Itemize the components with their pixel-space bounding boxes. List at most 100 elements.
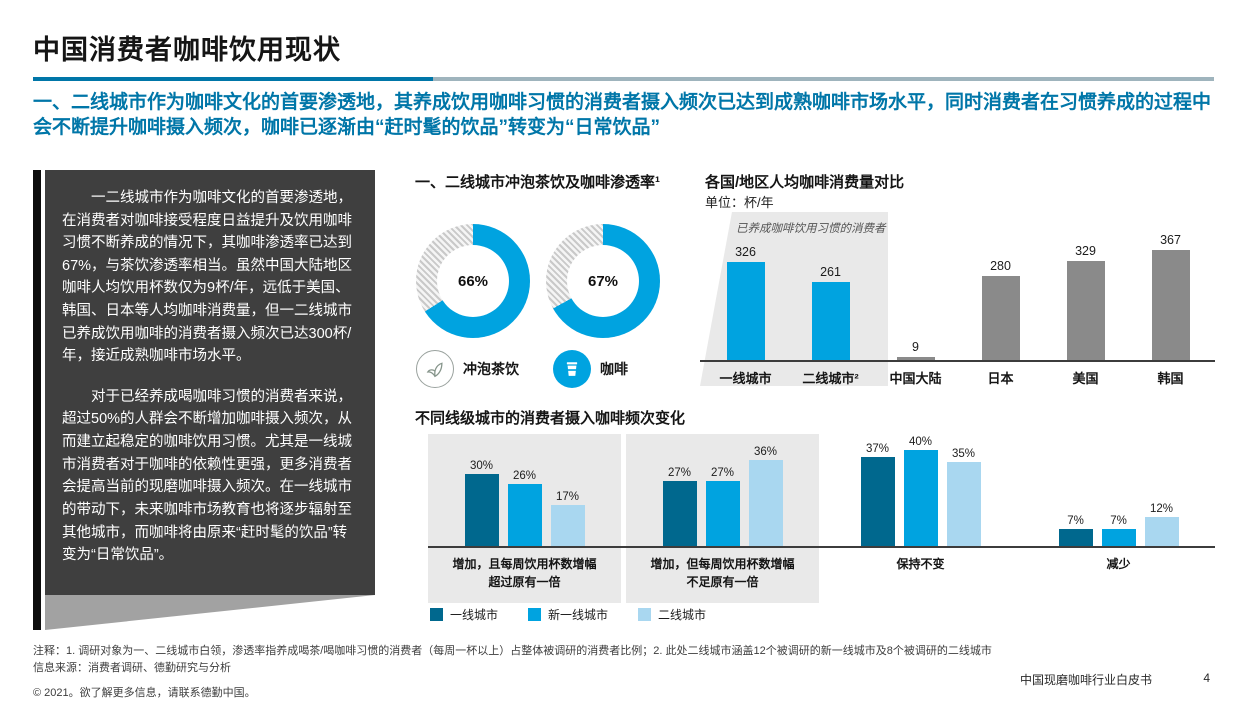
tea-donut-chart: 66% bbox=[416, 224, 530, 338]
bar bbox=[705, 481, 740, 546]
bar-column: 36% bbox=[748, 445, 783, 546]
freq-group: 7% 7% 12% 减少 bbox=[1022, 434, 1215, 603]
legend-swatch bbox=[638, 608, 652, 621]
bar-column: 26% bbox=[507, 469, 542, 546]
donut-chart-title: 一、二线城市冲泡茶饮及咖啡渗透率¹ bbox=[415, 174, 660, 191]
group-label: 增加，且每周饮用杯数增幅超过原有一倍 bbox=[452, 557, 597, 589]
bar bbox=[464, 474, 499, 546]
freq-group-bars: 37% 40% 35% bbox=[824, 434, 1017, 546]
bar-value-label: 27% bbox=[667, 467, 692, 480]
footnote-source: 信息来源：消费者调研、德勤研究与分析 bbox=[33, 661, 231, 674]
footnotes: 注释：1. 调研对象为一、二线城市白领，渗透率指养成喝茶/喝咖啡习惯的消费者（每… bbox=[33, 643, 1215, 676]
summary-paragraph: 一二线城市作为咖啡文化的首要渗透地，在消费者对咖啡接受程度日益提升及饮用咖啡习惯… bbox=[62, 190, 353, 365]
coffee-cup-icon bbox=[553, 350, 591, 388]
category-label: 美国 bbox=[1072, 371, 1099, 386]
summary-panel: 一二线城市作为咖啡文化的首要渗透地，在消费者对咖啡接受程度日益提升及饮用咖啡习惯… bbox=[45, 170, 375, 595]
document-title: 中国现磨咖啡行业白皮书 bbox=[1019, 673, 1152, 687]
bar bbox=[1058, 529, 1093, 546]
bar bbox=[550, 505, 585, 546]
unit-label: 单位：杯/年 bbox=[705, 195, 774, 210]
country-bar-column: 329 bbox=[1043, 244, 1128, 360]
donut-key-label: 冲泡茶饮 bbox=[463, 361, 519, 377]
country-labels: 一线城市 二线城市² 中国大陆 日本 美国 韩国 bbox=[703, 368, 1213, 387]
summary-paragraph: 对于已经养成喝咖啡习惯的消费者来说，超过50%的人群会不断增加咖啡摄入频次，从而… bbox=[62, 388, 353, 564]
page-title: 中国消费者咖啡饮用现状 bbox=[33, 35, 341, 65]
tea-leaf-icon bbox=[416, 350, 454, 388]
bar bbox=[1151, 249, 1190, 360]
bar-value-label: 329 bbox=[1075, 244, 1096, 259]
freq-group: 30% 26% 17% 增加，且每周饮用杯数增幅超过原有一倍 bbox=[428, 434, 621, 603]
bar-value-label: 30% bbox=[469, 460, 494, 472]
bar bbox=[811, 281, 850, 360]
country-bar-column: 367 bbox=[1128, 233, 1213, 360]
freq-group-bars: 30% 26% 17% bbox=[428, 434, 621, 546]
bar bbox=[748, 459, 783, 546]
donut-key-label: 咖啡 bbox=[600, 361, 628, 377]
bar bbox=[726, 262, 765, 360]
freq-group: 27% 27% 36% 增加，但每周饮用杯数增幅不足原有一倍 bbox=[626, 434, 819, 603]
donut-center-value: 67% bbox=[567, 245, 639, 317]
bar-column: 27% bbox=[662, 467, 697, 546]
bar-value-label: 26% bbox=[512, 469, 537, 482]
country-bar-column: 261 bbox=[788, 265, 873, 360]
bar bbox=[860, 457, 895, 546]
bar-value-label: 280 bbox=[990, 259, 1011, 273]
legend-item: 二线城市 bbox=[638, 606, 706, 623]
tea-donut-key: 冲泡茶饮 bbox=[416, 350, 519, 388]
legend-label: 一线城市 bbox=[450, 608, 499, 622]
bar-value-label: 7% bbox=[1110, 515, 1127, 528]
bar-value-label: 40% bbox=[908, 436, 933, 448]
bar-column: 30% bbox=[464, 460, 499, 546]
bar bbox=[1144, 517, 1179, 546]
bar-column: 35% bbox=[946, 448, 981, 546]
bar-value-label: 37% bbox=[865, 443, 890, 456]
page-subtitle: 一、二线城市作为咖啡文化的首要渗透地，其养成饮用咖啡习惯的消费者摄入频次已达到成… bbox=[33, 92, 1212, 139]
freq-group-bars: 7% 7% 12% bbox=[1022, 434, 1215, 546]
category-label: 日本 bbox=[987, 371, 1014, 386]
bar-value-label: 7% bbox=[1067, 515, 1084, 528]
bar-value-label: 12% bbox=[1149, 503, 1174, 516]
bar bbox=[903, 450, 938, 546]
bar bbox=[946, 462, 981, 546]
bar-column: 40% bbox=[903, 436, 938, 546]
freq-legend: 一线城市 新一线城市 二线城市 bbox=[430, 606, 706, 623]
country-bar-column: 326 bbox=[703, 245, 788, 360]
category-label: 韩国 bbox=[1157, 371, 1184, 386]
bar-value-label: 17% bbox=[555, 491, 580, 504]
legend-swatch bbox=[528, 608, 542, 621]
bar bbox=[1066, 261, 1105, 360]
legend-item: 新一线城市 bbox=[528, 606, 608, 623]
legend-item: 一线城市 bbox=[430, 606, 498, 623]
bar-value-label: 326 bbox=[735, 245, 756, 260]
freq-group-bars: 27% 27% 36% bbox=[626, 434, 819, 546]
country-bar-column: 280 bbox=[958, 259, 1043, 360]
group-label: 增加，但每周饮用杯数增幅不足原有一倍 bbox=[650, 557, 795, 589]
freq-chart-title: 不同线级城市的消费者摄入咖啡频次变化 bbox=[415, 410, 686, 427]
bar-column: 37% bbox=[860, 443, 895, 546]
bar-value-label: 27% bbox=[710, 467, 735, 480]
title-divider bbox=[33, 77, 1214, 81]
highlight-annotation: 已养成咖啡饮用习惯的消费者 bbox=[736, 223, 886, 235]
x-axis-line bbox=[428, 546, 1215, 548]
legend-swatch bbox=[430, 608, 443, 621]
bar-value-label: 36% bbox=[753, 445, 778, 458]
bar-value-label: 35% bbox=[951, 448, 976, 460]
freq-chart: 30% 26% 17% 增加，且每周饮用杯数增幅超过原有一倍 27% 27% 36% 增加，但… bbox=[428, 434, 1215, 603]
bar-column: 7% bbox=[1101, 515, 1136, 546]
bar bbox=[662, 481, 697, 546]
coffee-donut-key: 咖啡 bbox=[553, 350, 628, 388]
page-number: 4 bbox=[1203, 671, 1210, 685]
category-label: 二线城市² bbox=[802, 371, 859, 386]
country-bar-column: 9 bbox=[873, 340, 958, 360]
donut-value-label: 67% bbox=[587, 272, 619, 290]
bar-column: 7% bbox=[1058, 515, 1093, 546]
donut-value-label: 66% bbox=[457, 272, 489, 290]
freq-group: 37% 40% 35% 保持不变 bbox=[824, 434, 1017, 603]
bar bbox=[896, 357, 935, 360]
legend-label: 新一线城市 bbox=[548, 608, 609, 622]
bar-value-label: 9 bbox=[912, 340, 919, 355]
freq-groups: 30% 26% 17% 增加，且每周饮用杯数增幅超过原有一倍 27% 27% 36% 增加，但… bbox=[428, 434, 1215, 603]
bar bbox=[981, 276, 1020, 360]
legend-label: 二线城市 bbox=[658, 608, 707, 622]
